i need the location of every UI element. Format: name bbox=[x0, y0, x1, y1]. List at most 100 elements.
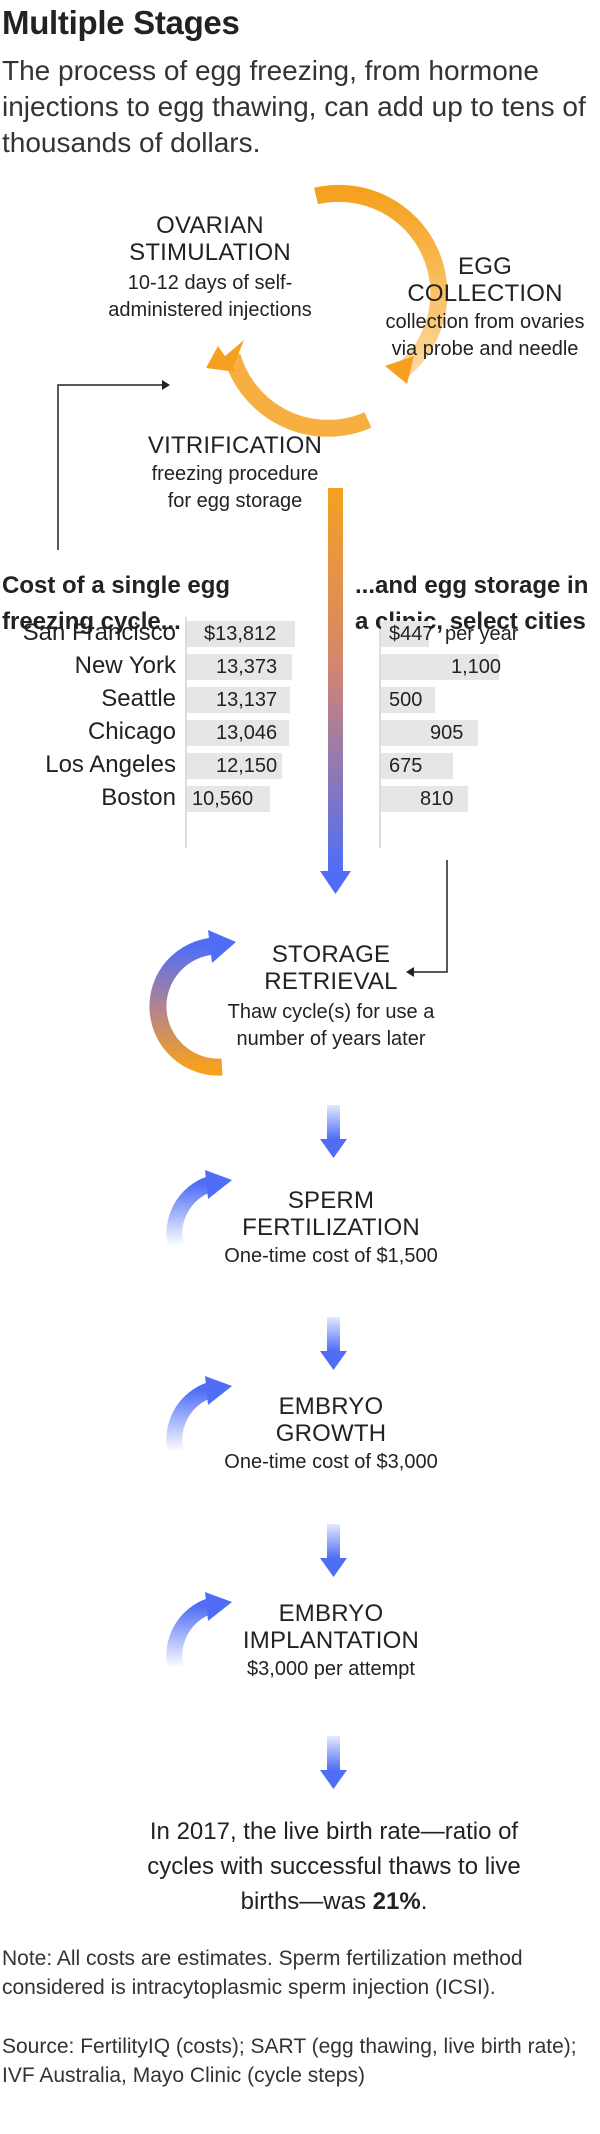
storage-row: 905 bbox=[381, 717, 599, 750]
storage-label: 905 bbox=[430, 722, 464, 744]
stage-name: EGG bbox=[458, 253, 512, 280]
cost-label: 13,046 bbox=[216, 722, 278, 744]
cost-row: New York 13,373 bbox=[0, 651, 330, 684]
connector-storage bbox=[406, 860, 448, 977]
cost-bar bbox=[187, 687, 290, 713]
city-name: Chicago bbox=[87, 718, 176, 745]
stage-desc: for egg storage bbox=[167, 490, 303, 512]
stage-desc: $3,000 per attempt bbox=[247, 1658, 415, 1680]
conclusion-line: cycles with successful thaws to live bbox=[147, 1853, 521, 1880]
stage-desc: administered injections bbox=[108, 299, 312, 321]
storage-label: 810 bbox=[420, 788, 454, 810]
stage-name: IMPLANTATION bbox=[242, 1627, 420, 1654]
stage-egg-collection: EGG COLLECTION collection from ovaries v… bbox=[372, 253, 598, 363]
stage-storage-retrieval: STORAGE RETRIEVAL Thaw cycle(s) for use … bbox=[206, 941, 456, 1053]
cost-bar bbox=[187, 753, 282, 779]
storage-label: 500 bbox=[389, 689, 423, 711]
storage-bar bbox=[381, 654, 499, 680]
stage-desc: via probe and needle bbox=[391, 338, 579, 360]
cost-table-heading: Cost of a single egg freezing cycle... bbox=[2, 568, 302, 640]
stage-desc: One-time cost of $1,500 bbox=[224, 1245, 438, 1267]
storage-bar bbox=[381, 753, 453, 779]
stage-name: VITRIFICATION bbox=[147, 432, 323, 459]
conclusion-period: . bbox=[420, 1888, 428, 1915]
city-name: New York bbox=[74, 652, 176, 679]
main-flow-arrow bbox=[320, 488, 351, 894]
stage-embryo-growth: EMBRYO GROWTH One-time cost of $3,000 bbox=[206, 1393, 456, 1476]
cost-label: 10,560 bbox=[192, 788, 254, 810]
birth-rate-value: 21% bbox=[372, 1888, 421, 1915]
city-name: San Francisco bbox=[22, 619, 176, 646]
stage-name: FERTILIZATION bbox=[242, 1214, 420, 1241]
cost-bar bbox=[187, 720, 289, 746]
storage-label: 1,100 bbox=[451, 656, 502, 678]
cost-bar bbox=[187, 786, 270, 812]
cost-label: $13,812 bbox=[204, 623, 277, 645]
storage-bar bbox=[381, 621, 429, 647]
heading-line: freezing cycle... bbox=[2, 608, 181, 635]
storage-bar bbox=[381, 786, 468, 812]
storage-row: 675 bbox=[381, 750, 599, 783]
storage-table: $447 per year 1,100 500 905 675 810 bbox=[381, 618, 599, 816]
source-note: Source: FertilityIQ (costs); SART (egg t… bbox=[2, 2035, 577, 2087]
stage-name: OVARIAN bbox=[156, 212, 264, 239]
stage-sperm-fertilization: SPERM FERTILIZATION One-time cost of $1,… bbox=[206, 1187, 456, 1270]
stage-desc: Thaw cycle(s) for use a bbox=[227, 1001, 435, 1023]
implantation-arrow bbox=[166, 1592, 232, 1670]
storage-row: 1,100 bbox=[381, 651, 599, 684]
stage-ovarian-stimulation: OVARIAN STIMULATION 10-12 days of self- … bbox=[100, 212, 320, 324]
storage-bar bbox=[381, 720, 478, 746]
stage-desc: 10-12 days of self- bbox=[127, 272, 293, 294]
stage-name: STORAGE bbox=[271, 941, 391, 968]
cycle-arrow-right bbox=[314, 184, 448, 384]
city-name: Seattle bbox=[101, 685, 176, 712]
storage-unit: per year bbox=[445, 623, 519, 645]
connector-left bbox=[57, 380, 170, 550]
cost-label: 13,373 bbox=[216, 656, 278, 678]
stage-vitrification: VITRIFICATION freezing procedure for egg… bbox=[120, 432, 350, 515]
down-arrow-1 bbox=[320, 1105, 347, 1158]
conclusion-line: births—was bbox=[240, 1888, 366, 1915]
cost-row: Boston 10,560 bbox=[0, 783, 330, 816]
stage-name: EMBRYO bbox=[278, 1600, 384, 1627]
storage-row: $447 per year bbox=[381, 618, 599, 651]
cost-bar bbox=[187, 654, 292, 680]
cost-label: 12,150 bbox=[216, 755, 278, 777]
fertilization-arrow bbox=[166, 1170, 232, 1248]
cost-bar bbox=[187, 621, 295, 647]
stage-name: RETRIEVAL bbox=[264, 968, 398, 995]
stage-desc: freezing procedure bbox=[151, 463, 319, 485]
conclusion-line-last: births—was 21%. bbox=[110, 1884, 558, 1919]
cost-label: 13,137 bbox=[216, 689, 278, 711]
stage-name: GROWTH bbox=[275, 1420, 387, 1447]
cost-row: Chicago 13,046 bbox=[0, 717, 330, 750]
storage-row: 810 bbox=[381, 783, 599, 816]
down-arrow-2 bbox=[320, 1317, 347, 1370]
cost-row: Seattle 13,137 bbox=[0, 684, 330, 717]
stage-embryo-implantation: EMBRYO IMPLANTATION $3,000 per attempt bbox=[206, 1600, 456, 1683]
city-name: Boston bbox=[101, 784, 176, 811]
cycle-arrow-left bbox=[206, 340, 372, 437]
stage-name: COLLECTION bbox=[407, 280, 563, 307]
stage-desc: collection from ovaries bbox=[385, 311, 585, 333]
growth-arrow bbox=[166, 1376, 232, 1454]
cost-row: Los Angeles 12,150 bbox=[0, 750, 330, 783]
conclusion-text: In 2017, the live birth rate—ratio of cy… bbox=[110, 1814, 558, 1919]
page-subtitle: The process of egg freezing, from hormon… bbox=[2, 55, 586, 158]
storage-label: 675 bbox=[389, 755, 423, 777]
stage-name: STIMULATION bbox=[129, 239, 291, 266]
stage-name: SPERM bbox=[287, 1187, 375, 1214]
retrieval-arrow bbox=[149, 930, 236, 1076]
heading-line: ...and egg storage in bbox=[355, 572, 589, 599]
storage-row: 500 bbox=[381, 684, 599, 717]
storage-label: $447 bbox=[389, 623, 434, 645]
conclusion-line: In 2017, the live birth rate—ratio of bbox=[149, 1818, 519, 1845]
cost-table: San Francisco $13,812 New York 13,373 Seattl… bbox=[0, 618, 330, 816]
footnote: Note: All costs are estimates. Sperm fer… bbox=[2, 1947, 523, 1999]
page-title: Multiple Stages bbox=[2, 4, 240, 41]
heading-line: Cost of a single egg bbox=[2, 572, 231, 599]
down-arrow-3 bbox=[320, 1524, 347, 1577]
stage-name: EMBRYO bbox=[278, 1393, 384, 1420]
stage-desc: number of years later bbox=[236, 1028, 426, 1050]
